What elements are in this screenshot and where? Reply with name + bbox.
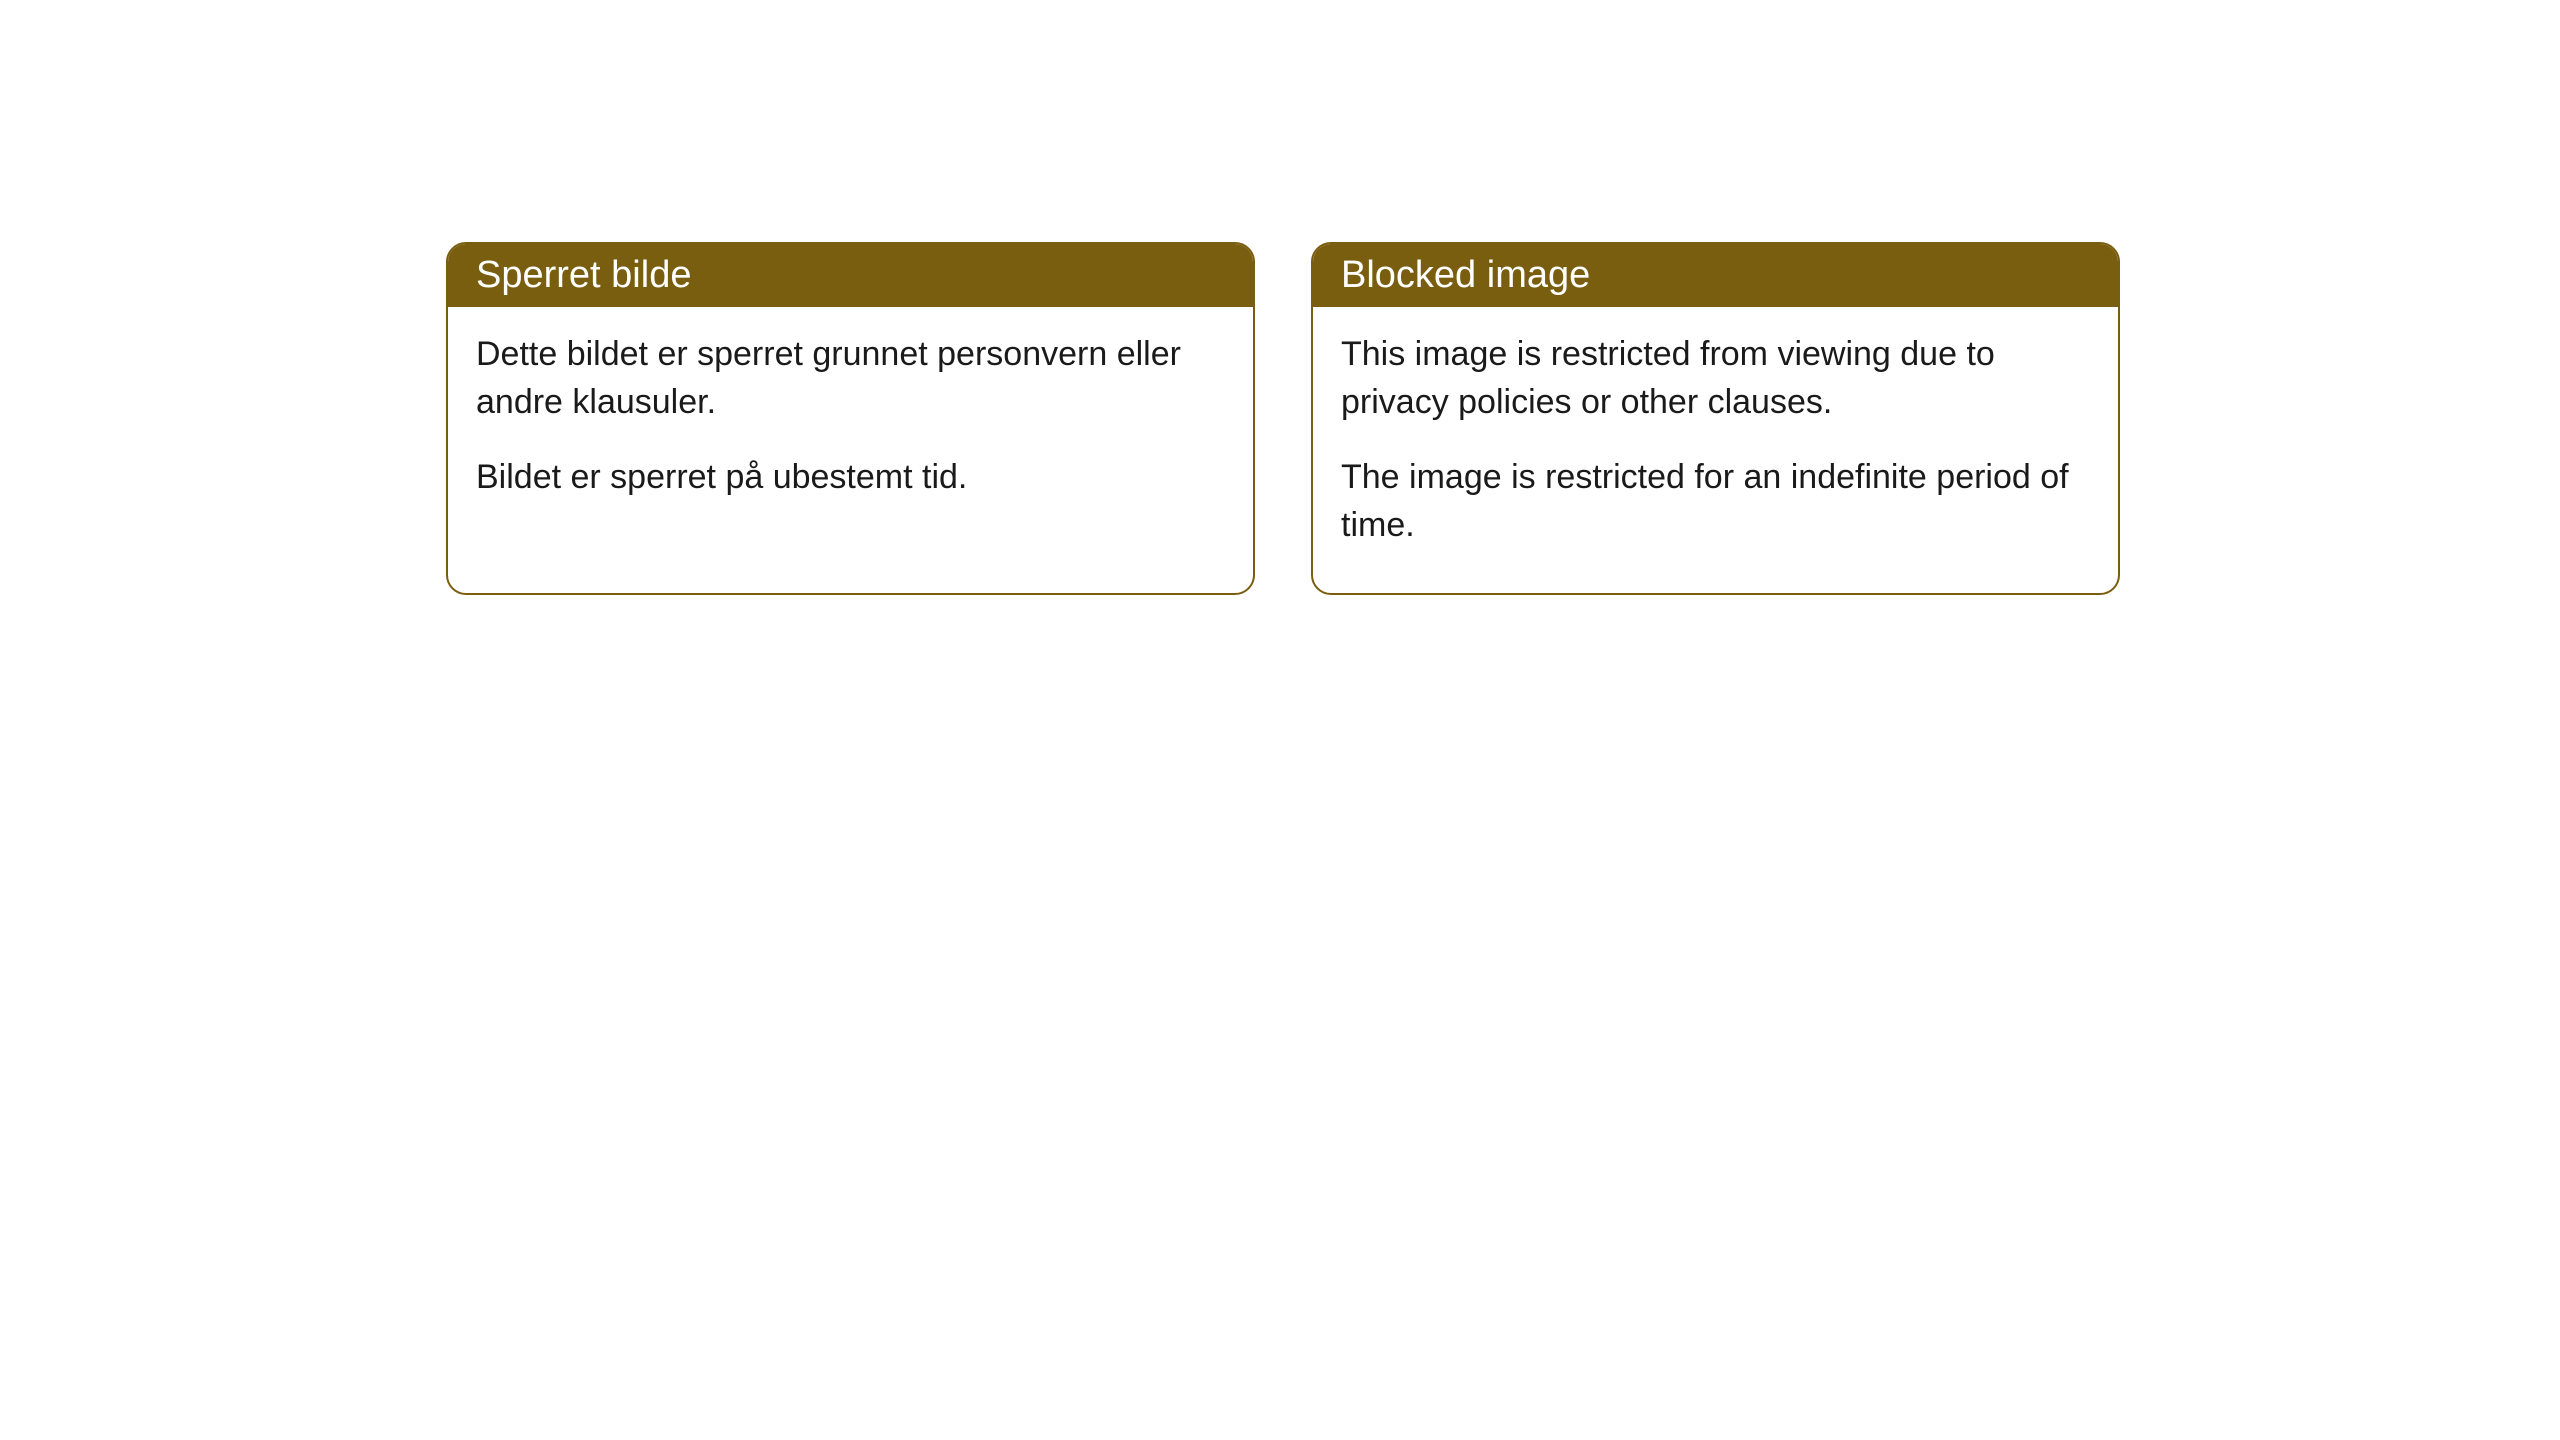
card-paragraph: The image is restricted for an indefinit…	[1341, 454, 2090, 549]
card-body: Dette bildet er sperret grunnet personve…	[448, 307, 1253, 546]
card-body: This image is restricted from viewing du…	[1313, 307, 2118, 593]
card-header: Blocked image	[1313, 244, 2118, 307]
card-header: Sperret bilde	[448, 244, 1253, 307]
blocked-image-card-norwegian: Sperret bilde Dette bildet er sperret gr…	[446, 242, 1255, 595]
notice-cards-container: Sperret bilde Dette bildet er sperret gr…	[446, 242, 2120, 595]
card-paragraph: This image is restricted from viewing du…	[1341, 331, 2090, 426]
blocked-image-card-english: Blocked image This image is restricted f…	[1311, 242, 2120, 595]
card-paragraph: Bildet er sperret på ubestemt tid.	[476, 454, 1225, 502]
card-paragraph: Dette bildet er sperret grunnet personve…	[476, 331, 1225, 426]
